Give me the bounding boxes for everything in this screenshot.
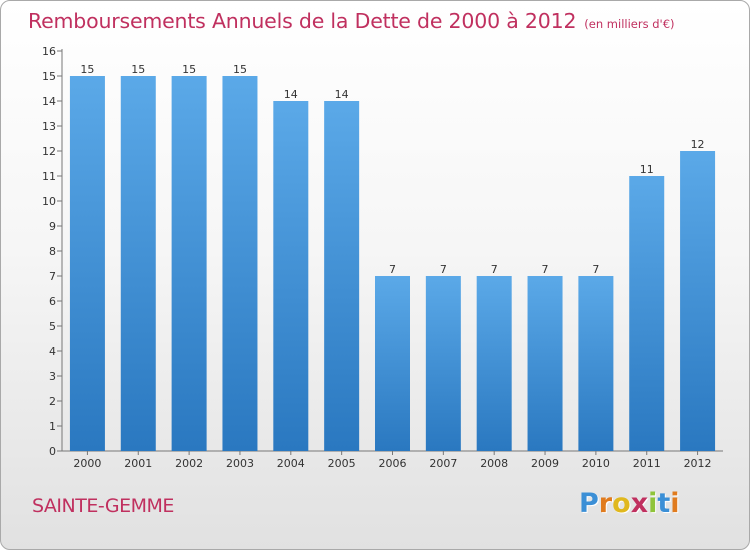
y-tick-label: 13: [42, 120, 56, 133]
y-tick-label: 3: [49, 370, 56, 383]
bar-data-label: 7: [491, 263, 498, 276]
bar: [171, 76, 207, 451]
y-tick-label: 14: [42, 95, 56, 108]
y-tick-label: 1: [49, 420, 56, 433]
logo-letter: i: [670, 488, 680, 519]
y-tick-label: 12: [42, 145, 56, 158]
y-tick-label: 9: [49, 220, 56, 233]
logo-letter: t: [657, 488, 671, 519]
y-tick-label: 15: [42, 70, 56, 83]
chart-title-text: Remboursements Annuels de la Dette de 20…: [28, 9, 577, 33]
bar: [527, 276, 563, 451]
bar-series: [69, 76, 716, 451]
y-tick-label: 6: [49, 295, 56, 308]
bar-data-label: 7: [440, 263, 447, 276]
y-tick-label: 5: [49, 320, 56, 333]
y-tick-label: 2: [49, 395, 56, 408]
bar-data-label: 12: [691, 138, 705, 151]
logo-letter: i: [648, 488, 658, 519]
x-tick-label: 2009: [531, 457, 559, 470]
y-tick-label: 4: [49, 345, 56, 358]
logo-letter: x: [630, 488, 649, 519]
x-tick-label: 2001: [124, 457, 152, 470]
bar: [273, 101, 309, 451]
chart-title: Remboursements Annuels de la Dette de 20…: [28, 9, 675, 33]
bar: [680, 151, 716, 451]
logo-letter: r: [598, 488, 613, 519]
bar-data-label: 7: [592, 263, 599, 276]
x-tick-label: 2002: [175, 457, 203, 470]
bar-data-label: 14: [335, 88, 349, 101]
x-tick-label: 2005: [328, 457, 356, 470]
bar-data-label: 11: [640, 163, 654, 176]
bar-data-label: 7: [389, 263, 396, 276]
bar-data-label: 15: [80, 63, 94, 76]
bar: [375, 276, 410, 451]
x-tick-label: 2003: [226, 457, 254, 470]
bar: [476, 276, 512, 451]
y-tick-label: 0: [49, 445, 56, 458]
bar: [629, 176, 665, 451]
bar-data-label: 7: [542, 263, 549, 276]
bar: [69, 76, 105, 451]
proxiti-logo[interactable]: Proxiti: [579, 488, 680, 519]
bar: [120, 76, 156, 451]
y-tick-label: 16: [42, 45, 56, 58]
y-tick-label: 8: [49, 245, 56, 258]
bar: [578, 276, 614, 451]
x-tick-label: 2011: [633, 457, 661, 470]
chart-subtitle: (en milliers d'€): [584, 17, 675, 31]
x-tick-label: 2006: [379, 457, 407, 470]
x-tick-label: 2007: [429, 457, 457, 470]
y-tick-label: 10: [42, 195, 56, 208]
data-labels: 15 15 15 15 14 14 7 7 7 7 7 11 12: [80, 63, 704, 276]
x-tick-label: 2010: [582, 457, 610, 470]
x-tick-label: 2012: [684, 457, 712, 470]
bar: [425, 276, 461, 451]
bar-data-label: 15: [182, 63, 196, 76]
y-tick-label: 11: [42, 170, 56, 183]
logo-letter: P: [579, 488, 599, 519]
commune-name: SAINTE-GEMME: [32, 495, 174, 517]
bar: [324, 101, 360, 451]
x-tick-label: 2004: [277, 457, 305, 470]
x-axis: 2000 2001 2002 2003 2004 2005 2006 2007 2008 2009…: [62, 450, 723, 470]
logo-letter: o: [612, 488, 631, 519]
x-tick-label: 2008: [480, 457, 508, 470]
bar-data-label: 15: [233, 63, 247, 76]
y-tick-label: 7: [49, 270, 56, 283]
bar-data-label: 15: [131, 63, 145, 76]
bar: [222, 76, 258, 451]
bar-data-label: 14: [284, 88, 298, 101]
x-tick-label: 2000: [73, 457, 101, 470]
